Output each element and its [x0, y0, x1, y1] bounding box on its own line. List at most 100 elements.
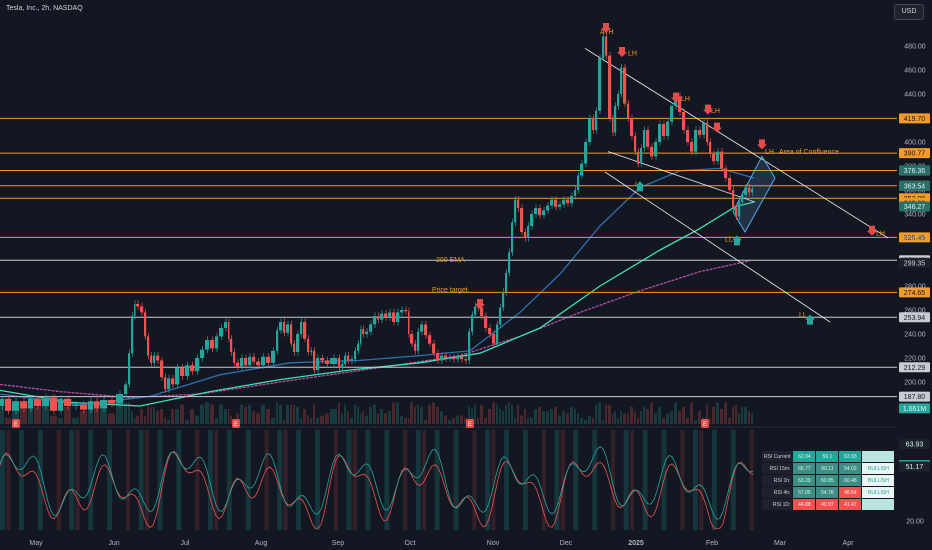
rsi-row-label: RSI 1h: [760, 474, 794, 487]
volume-bar [452, 417, 455, 424]
time-axis-tick: Dec [560, 540, 573, 547]
volume-bar [244, 406, 247, 424]
candle-body [602, 36, 605, 58]
time-axis-tick: 2025 [628, 540, 644, 547]
volume-bar [738, 413, 740, 424]
price-level-badge [899, 113, 930, 124]
volume-bar [471, 409, 473, 424]
volume-bar [42, 404, 49, 424]
axis-value-label: 376.36 [904, 168, 926, 175]
chart-annotation: Area of Confluence [779, 149, 839, 156]
candle-body [702, 122, 706, 135]
volume-bar [279, 404, 282, 424]
volume-bar [303, 409, 306, 424]
candle-body [365, 331, 369, 334]
candle-body [456, 356, 460, 360]
candle-body [128, 353, 131, 385]
price-axis-tick: 320.00 [904, 236, 926, 243]
candle-body [612, 118, 614, 133]
down-arrow-icon [703, 104, 713, 115]
rsi-shade [592, 430, 598, 530]
volume-bar [424, 420, 427, 424]
earnings-marker-label: E [14, 422, 18, 428]
volume-bar [357, 406, 359, 424]
candle-body [171, 378, 175, 385]
candle-body [464, 359, 468, 361]
volume-bar [124, 402, 127, 424]
rsi-shade [144, 430, 149, 530]
candle-body [200, 349, 205, 358]
rsi-row-label: RSI 4h: [760, 486, 794, 499]
volume-bar [5, 417, 11, 424]
candle-body [414, 343, 417, 351]
chart-annotation: LH [765, 149, 774, 156]
candle-body [744, 187, 748, 195]
volume-bar [724, 402, 727, 424]
volume-bar [50, 415, 57, 424]
volume-bar [271, 417, 275, 424]
volume-bar [484, 417, 487, 424]
volume-bar [744, 406, 747, 424]
volume-bar [698, 411, 701, 424]
volume-bar [488, 409, 491, 424]
candle-body [42, 397, 50, 406]
rsi-axis-badge [899, 461, 930, 472]
volume-bar [538, 406, 541, 424]
volume-bar [377, 413, 379, 424]
candle-body [72, 404, 80, 406]
candle-body [448, 358, 452, 359]
rsi-axis-tick: 20.00 [906, 519, 924, 526]
rsi-shade [6, 430, 11, 530]
candle-body [392, 312, 396, 322]
candle-body [354, 350, 357, 360]
candle-body [716, 151, 720, 162]
volume-bar [574, 409, 576, 424]
candle-body [167, 378, 171, 390]
candle-body [64, 398, 72, 406]
candle-body [310, 350, 313, 352]
currency-button[interactable]: USD [894, 4, 924, 20]
earnings-marker-label: E [468, 422, 472, 428]
candle-body [650, 146, 654, 157]
candle-body [634, 136, 637, 152]
volume-bar [748, 411, 750, 424]
volume-bar [678, 411, 681, 424]
candle-body [388, 312, 392, 318]
price-level-label: 212.29 [904, 365, 926, 372]
volume-bar [344, 404, 346, 424]
candle-body [420, 324, 424, 332]
candle-body [50, 397, 58, 411]
down-arrow-icon [757, 139, 767, 150]
volume-bar [195, 415, 199, 424]
candle-body [484, 316, 488, 328]
rsi-shade [226, 430, 232, 530]
rsi-shade [333, 430, 338, 530]
volume-bar [100, 404, 107, 424]
down-arrow-icon [671, 92, 681, 103]
rsi-shade [554, 430, 560, 530]
candle-body [286, 324, 290, 333]
volume-bar [400, 415, 403, 424]
volume-bar [623, 413, 626, 424]
volume-bar [320, 415, 324, 424]
candle-body [347, 355, 350, 361]
candle-body [440, 355, 444, 361]
volume-bar [190, 409, 194, 424]
rsi-shade [157, 430, 163, 530]
volume-bar [12, 402, 19, 424]
volume-bar [674, 402, 677, 424]
candle-body [643, 130, 646, 148]
volume-bar [608, 404, 611, 424]
volume-bar [325, 413, 329, 424]
price-axis-tick: 340.00 [904, 212, 926, 219]
candle-body [134, 304, 136, 316]
candle-body [550, 199, 554, 206]
rsi-shade [245, 430, 251, 530]
volume-bar [520, 415, 523, 424]
volume-bar [316, 417, 319, 424]
chart-annotation: ATH [600, 29, 613, 36]
price-axis-tick: 480.00 [904, 44, 926, 51]
rsi-shade [126, 430, 130, 530]
volume-bar [205, 402, 209, 424]
